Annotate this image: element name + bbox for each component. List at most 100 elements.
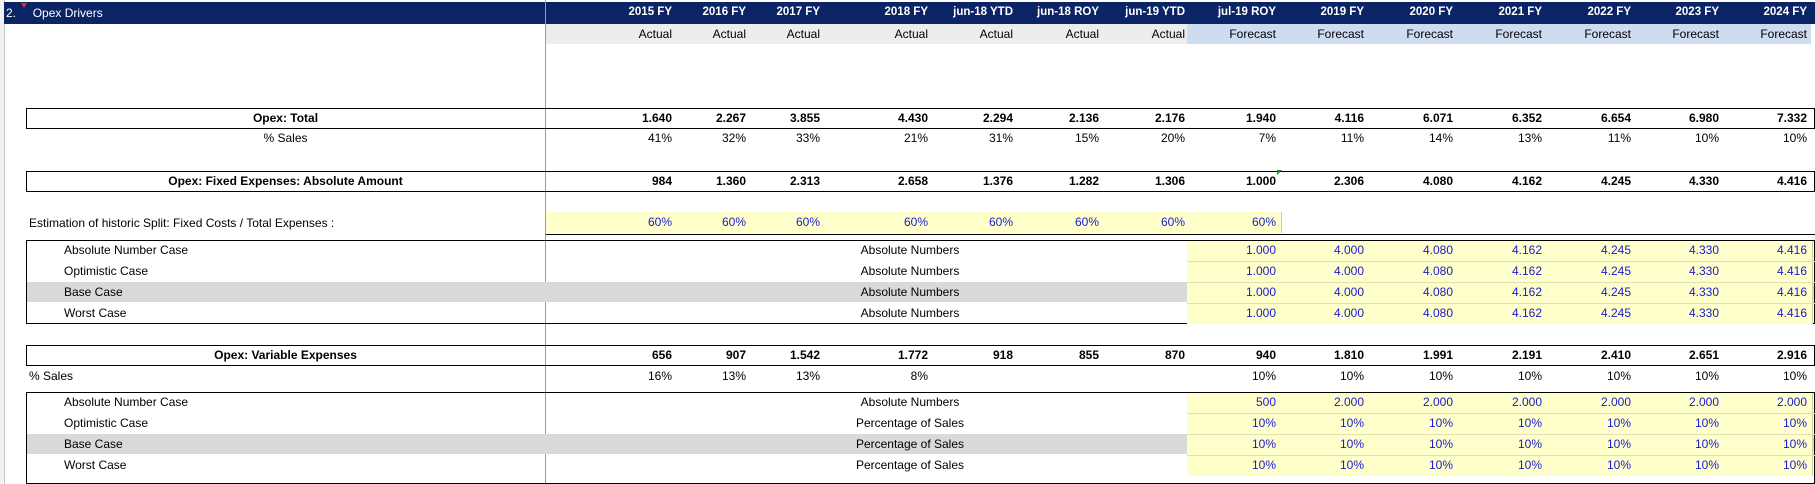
case-input-value[interactable]: 4.162 [1511, 306, 1542, 320]
case-input-value[interactable]: 4.330 [1688, 264, 1719, 278]
case-input-value[interactable]: 4.080 [1422, 243, 1453, 257]
estimation-input-value[interactable]: 60% [795, 215, 820, 229]
case-input-value[interactable]: 10% [1694, 458, 1719, 472]
estimation-input-value[interactable]: 60% [903, 215, 928, 229]
case-input-value[interactable]: 10% [1339, 437, 1364, 451]
case-input-value[interactable]: 4.080 [1422, 306, 1453, 320]
case-input-value[interactable]: 10% [1782, 416, 1807, 430]
case-input-value[interactable]: 1.000 [1245, 285, 1276, 299]
case-input-value[interactable]: 4.245 [1600, 264, 1631, 278]
case-input-value[interactable]: 4.330 [1688, 306, 1719, 320]
variable-expenses-value: 907 [725, 348, 746, 362]
case-input-value[interactable]: 10% [1606, 437, 1631, 451]
case-input-value[interactable]: 4.000 [1333, 285, 1364, 299]
case-input-value[interactable]: 10% [1251, 416, 1276, 430]
case-input-value[interactable]: 4.162 [1511, 285, 1542, 299]
case-input-cell[interactable] [1719, 393, 1813, 413]
case-input-value[interactable]: 4.416 [1776, 285, 1807, 299]
case-input-value[interactable]: 2.000 [1688, 395, 1719, 409]
case-mode[interactable]: Absolute Numbers [860, 285, 960, 299]
opex-total-pct-value: 33% [795, 131, 820, 145]
fixed-expenses-value: 984 [651, 174, 672, 188]
case-input-value[interactable]: 4.330 [1688, 285, 1719, 299]
case-input-value[interactable]: 500 [1255, 395, 1276, 409]
estimation-input-cell[interactable] [1185, 212, 1282, 233]
fixed-expenses-value: 1.000 [1245, 174, 1276, 188]
case-input-value[interactable]: 10% [1251, 458, 1276, 472]
case-input-value[interactable]: 4.245 [1600, 285, 1631, 299]
opex-total-value: 6.654 [1600, 111, 1631, 125]
fixed-expenses-value: 2.658 [897, 174, 928, 188]
case-input-value[interactable]: 4.416 [1776, 264, 1807, 278]
case-input-value[interactable]: 4.416 [1776, 306, 1807, 320]
case-input-cell[interactable] [1719, 262, 1813, 282]
case-input-value[interactable]: 4.000 [1333, 243, 1364, 257]
case-input-value[interactable]: 4.416 [1776, 243, 1807, 257]
case-input-value[interactable]: 4.000 [1333, 264, 1364, 278]
variable-pct-value: 13% [721, 369, 746, 383]
variable-pct-value: 8% [910, 369, 928, 383]
fixed-expenses-value: 4.245 [1600, 174, 1631, 188]
case-input-cell[interactable] [1719, 456, 1813, 476]
variable-expenses-label: Opex: Variable Expenses [214, 348, 357, 362]
case-input-value[interactable]: 10% [1782, 458, 1807, 472]
variable-expenses-value: 870 [1164, 348, 1185, 362]
case-input-value[interactable]: 10% [1694, 416, 1719, 430]
case-input-value[interactable]: 1.000 [1245, 306, 1276, 320]
case-input-cell[interactable] [1719, 304, 1813, 324]
case-input-value[interactable]: 4.162 [1511, 243, 1542, 257]
case-input-value[interactable]: 10% [1517, 437, 1542, 451]
case-mode[interactable]: Absolute Numbers [860, 264, 960, 278]
case-mode[interactable]: Percentage of Sales [855, 437, 965, 451]
variable-pct-value: 10% [1606, 369, 1631, 383]
estimation-input-value[interactable]: 60% [721, 215, 746, 229]
case-input-cell[interactable] [1719, 283, 1813, 303]
case-input-value[interactable]: 10% [1428, 458, 1453, 472]
case-input-value[interactable]: 4.330 [1688, 243, 1719, 257]
opex-total-value: 4.116 [1334, 111, 1364, 125]
case-input-value[interactable]: 2.000 [1422, 395, 1453, 409]
case-input-value[interactable]: 10% [1694, 437, 1719, 451]
case-input-value[interactable]: 10% [1339, 416, 1364, 430]
case-input-value[interactable]: 10% [1782, 437, 1807, 451]
case-input-value[interactable]: 2.000 [1333, 395, 1364, 409]
estimation-input-value[interactable]: 60% [1251, 215, 1276, 229]
case-input-cell[interactable] [1719, 435, 1813, 455]
case-input-value[interactable]: 2.000 [1600, 395, 1631, 409]
case-input-value[interactable]: 10% [1517, 416, 1542, 430]
case-input-value[interactable]: 2.000 [1511, 395, 1542, 409]
section-title-bar[interactable]: 2. Opex Drivers [4, 2, 545, 24]
estimation-input-value[interactable]: 60% [1074, 215, 1099, 229]
case-input-cell[interactable] [1719, 414, 1813, 434]
case-input-value[interactable]: 10% [1339, 458, 1364, 472]
estimation-input-value[interactable]: 60% [1160, 215, 1185, 229]
case-input-value[interactable]: 4.245 [1600, 243, 1631, 257]
case-input-value[interactable]: 10% [1517, 458, 1542, 472]
case-input-value[interactable]: 10% [1428, 437, 1453, 451]
case-input-value[interactable]: 4.080 [1422, 285, 1453, 299]
case-input-value[interactable]: 10% [1606, 458, 1631, 472]
case-mode[interactable]: Absolute Numbers [860, 395, 960, 409]
case-mode[interactable]: Percentage of Sales [855, 458, 965, 472]
case-mode[interactable]: Absolute Numbers [860, 306, 960, 320]
case-input-value[interactable]: 1.000 [1245, 264, 1276, 278]
estimation-input-value[interactable]: 60% [647, 215, 672, 229]
case-input-value[interactable]: 4.245 [1600, 306, 1631, 320]
opex-total-pct-value: 11% [1340, 131, 1364, 145]
fixed-expenses-value: 2.313 [789, 174, 820, 188]
case-mode[interactable]: Absolute Numbers [860, 243, 960, 257]
fixed-expenses-value: 4.330 [1688, 174, 1719, 188]
case-input-value[interactable]: 4.162 [1511, 264, 1542, 278]
case-input-value[interactable]: 4.000 [1333, 306, 1364, 320]
case-input-value[interactable]: 10% [1251, 437, 1276, 451]
variable-pct-value: 10% [1782, 369, 1807, 383]
case-input-value[interactable]: 1.000 [1245, 243, 1276, 257]
case-input-value[interactable]: 10% [1606, 416, 1631, 430]
column-header: jul-19 ROY [1217, 6, 1276, 18]
case-input-value[interactable]: 2.000 [1776, 395, 1807, 409]
case-input-cell[interactable] [1719, 241, 1813, 261]
case-input-value[interactable]: 4.080 [1422, 264, 1453, 278]
estimation-input-value[interactable]: 60% [988, 215, 1013, 229]
case-mode[interactable]: Percentage of Sales [855, 416, 965, 430]
case-input-value[interactable]: 10% [1428, 416, 1453, 430]
